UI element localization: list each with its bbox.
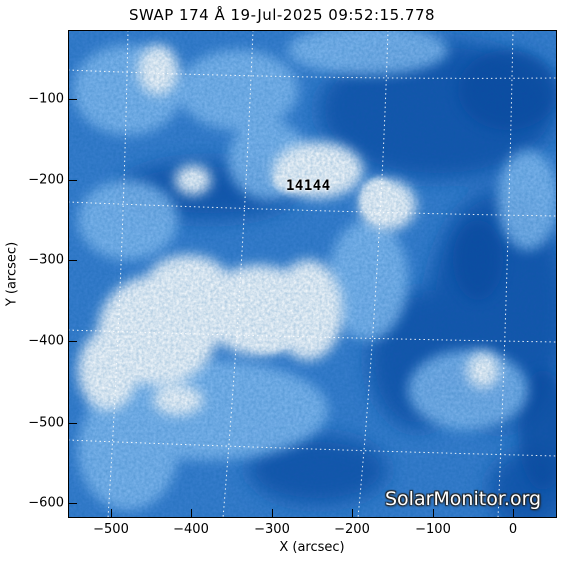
y-tick-mark	[69, 180, 77, 181]
y-tick-label: −100	[28, 91, 64, 107]
x-tick-mark	[272, 509, 273, 517]
watermark-text: SolarMonitor.org	[385, 488, 542, 510]
y-tick-mark	[69, 341, 77, 342]
x-tick-mark	[352, 509, 353, 517]
x-tick-label: −500	[93, 522, 129, 537]
x-axis-label: X (arcsec)	[279, 540, 345, 555]
image-title: SWAP 174 Å 19-Jul-2025 09:52:15.778	[128, 6, 436, 24]
y-tick-mark	[69, 503, 77, 504]
y-tick-label: −400	[28, 333, 64, 349]
x-tick-mark	[513, 509, 514, 517]
active-region-label: 14144	[286, 178, 331, 194]
y-axis-label: Y (arcsec)	[4, 241, 20, 307]
y-tick-mark	[69, 260, 77, 261]
x-tick-label: −400	[173, 522, 209, 537]
y-tick-label: −200	[28, 172, 64, 188]
y-tick-label: −600	[28, 495, 64, 511]
coordinate-grid	[68, 30, 557, 518]
y-tick-mark	[69, 99, 77, 100]
solar-image	[68, 30, 557, 518]
x-tick-label: −200	[334, 522, 370, 537]
x-tick-label: 0	[508, 522, 518, 537]
x-tick-label: −300	[254, 522, 290, 537]
euv-image	[68, 30, 557, 518]
x-tick-mark	[191, 509, 192, 517]
y-tick-label: −500	[28, 415, 64, 431]
y-tick-mark	[69, 423, 77, 424]
x-tick-label: −100	[415, 522, 451, 537]
y-tick-label: −300	[28, 252, 64, 268]
x-tick-mark	[433, 509, 434, 517]
x-tick-mark	[111, 509, 112, 517]
